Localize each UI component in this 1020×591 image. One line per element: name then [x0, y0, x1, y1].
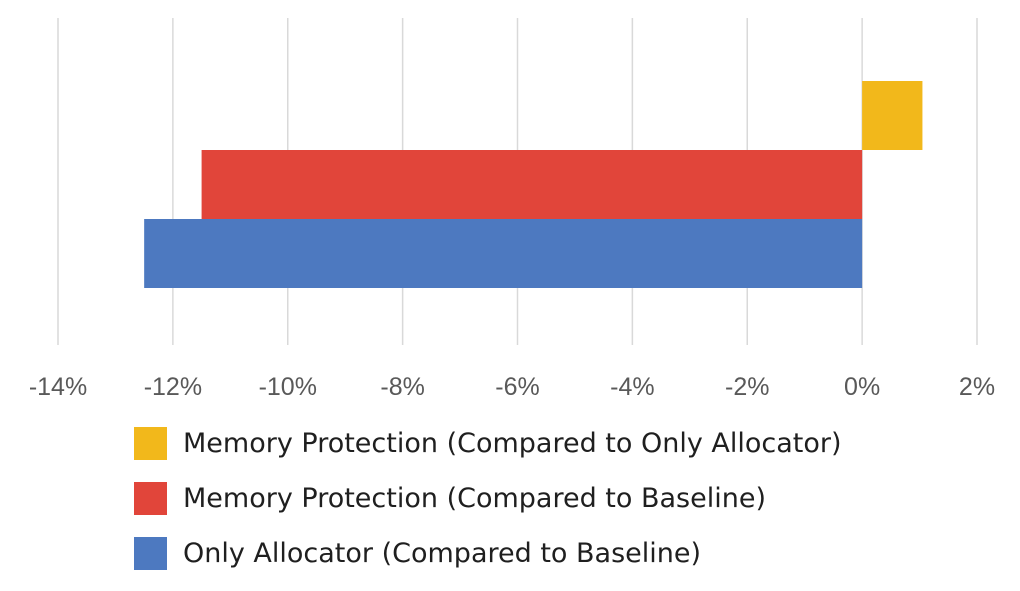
legend-label: Only Allocator (Compared to Baseline) — [183, 537, 702, 569]
bar-series-1 — [201, 150, 863, 219]
x-tick-label: -4% — [610, 373, 654, 401]
legend-item-mp-vs-allocator: Memory Protection (Compared to Only Allo… — [134, 424, 842, 462]
x-tick-label: -6% — [495, 373, 539, 401]
bars — [144, 81, 923, 288]
x-tick-label: 0% — [844, 373, 880, 401]
x-tick-label: -12% — [144, 373, 202, 401]
bar-series-2 — [144, 219, 863, 288]
legend-swatch — [134, 481, 167, 515]
legend-label: Memory Protection (Compared to Only Allo… — [183, 427, 842, 459]
legend-label: Memory Protection (Compared to Baseline) — [183, 482, 766, 514]
legend-swatch — [134, 536, 167, 570]
legend-item-mp-vs-baseline: Memory Protection (Compared to Baseline) — [134, 479, 842, 517]
x-tick-label: -14% — [29, 373, 87, 401]
x-tick-label: 2% — [959, 373, 995, 401]
x-axis-tick-labels: -14% -12% -10% -8% -6% -4% -2% 0% 2% — [29, 373, 995, 401]
legend: Memory Protection (Compared to Only Allo… — [134, 424, 842, 589]
x-tick-label: -8% — [380, 373, 424, 401]
legend-swatch — [134, 426, 167, 460]
bar-series-0 — [862, 81, 923, 150]
x-tick-label: -10% — [259, 373, 317, 401]
bar-chart: -14% -12% -10% -8% -6% -4% -2% 0% 2% — [29, 18, 995, 401]
legend-item-allocator-vs-baseline: Only Allocator (Compared to Baseline) — [134, 534, 842, 572]
x-tick-label: -2% — [725, 373, 769, 401]
